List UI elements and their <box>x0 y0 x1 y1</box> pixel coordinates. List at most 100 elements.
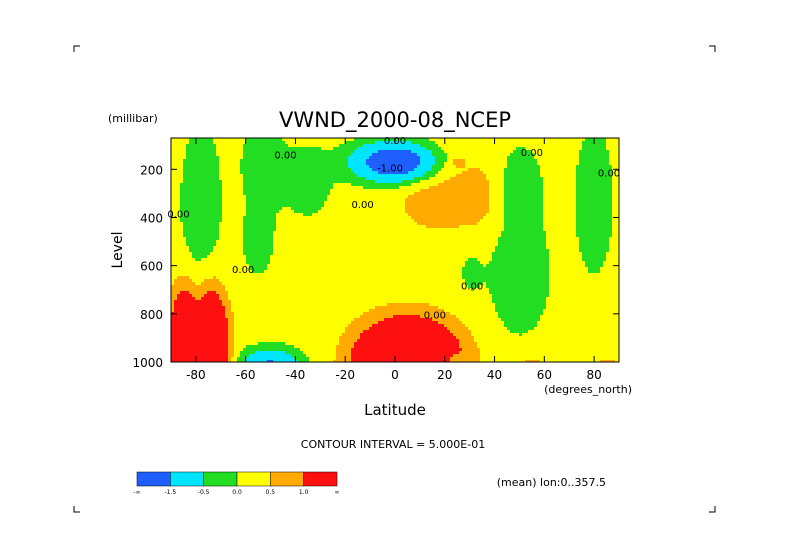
field-cell <box>510 147 514 151</box>
field-cell <box>177 222 181 226</box>
field-cell <box>219 192 223 196</box>
field-cell <box>483 231 487 235</box>
field-cell <box>438 156 442 160</box>
field-cell <box>339 138 343 142</box>
field-cell <box>393 174 397 178</box>
field-cell <box>507 159 511 163</box>
field-cell <box>375 177 379 181</box>
field-cell <box>429 168 433 172</box>
field-cell <box>495 222 499 226</box>
field-cell <box>582 171 586 175</box>
field-cell <box>552 204 556 208</box>
field-cell <box>267 180 271 184</box>
field-cell <box>333 171 337 175</box>
field-cell <box>369 144 373 148</box>
field-cell <box>321 141 325 145</box>
field-cell <box>180 177 184 181</box>
field-cell <box>477 207 481 211</box>
field-cell <box>282 183 286 187</box>
field-cell <box>279 204 283 208</box>
field-cell <box>558 186 562 190</box>
field-cell <box>516 144 520 148</box>
field-cell <box>195 222 199 226</box>
field-cell <box>492 180 496 184</box>
field-cell <box>240 204 244 208</box>
field-cell <box>534 162 538 166</box>
field-cell <box>225 159 229 163</box>
field-cell <box>321 177 325 181</box>
field-cell <box>273 213 277 217</box>
field-cell <box>546 183 550 187</box>
field-cell <box>525 180 529 184</box>
field-cell <box>237 198 241 202</box>
field-cell <box>420 168 424 172</box>
field-cell <box>231 189 235 193</box>
field-cell <box>471 219 475 223</box>
field-cell <box>255 195 259 199</box>
field-cell <box>585 141 589 145</box>
field-cell <box>198 165 202 169</box>
field-cell <box>381 168 385 172</box>
field-cell <box>384 207 388 211</box>
field-cell <box>537 213 541 217</box>
field-cell <box>321 159 325 163</box>
field-cell <box>369 219 373 223</box>
field-cell <box>600 180 604 184</box>
field-cell <box>483 144 487 148</box>
field-cell <box>237 150 241 154</box>
field-cell <box>312 228 316 232</box>
field-cell <box>222 186 226 190</box>
field-cell <box>474 168 478 172</box>
field-cell <box>441 165 445 169</box>
field-cell <box>270 222 274 226</box>
field-cell <box>312 180 316 184</box>
field-cell <box>255 234 259 238</box>
field-cell <box>171 234 175 238</box>
field-cell <box>435 177 439 181</box>
field-cell <box>588 144 592 148</box>
field-cell <box>540 204 544 208</box>
field-cell <box>426 165 430 169</box>
field-cell <box>543 186 547 190</box>
field-cell <box>207 183 211 187</box>
field-cell <box>189 234 193 238</box>
field-cell <box>531 150 535 154</box>
field-cell <box>504 231 508 235</box>
field-cell <box>495 186 499 190</box>
field-cell <box>444 159 448 163</box>
field-cell <box>201 147 205 151</box>
field-cell <box>597 213 601 217</box>
field-cell <box>606 225 610 229</box>
field-cell <box>306 144 310 148</box>
field-cell <box>183 195 187 199</box>
field-cell <box>459 216 463 220</box>
field-cell <box>405 225 409 229</box>
field-cell <box>300 213 304 217</box>
field-cell <box>396 162 400 166</box>
field-cell <box>417 138 421 142</box>
field-cell <box>414 162 418 166</box>
field-cell <box>513 168 517 172</box>
field-cell <box>456 147 460 151</box>
field-cell <box>372 171 376 175</box>
field-cell <box>219 162 223 166</box>
field-cell <box>372 174 376 178</box>
field-cell <box>528 144 532 148</box>
field-cell <box>279 216 283 220</box>
field-cell <box>303 210 307 214</box>
field-cell <box>348 174 352 178</box>
field-cell <box>318 201 322 205</box>
field-cell <box>234 234 238 238</box>
field-cell <box>480 186 484 190</box>
field-cell <box>387 186 391 190</box>
field-cell <box>222 162 226 166</box>
field-cell <box>561 174 565 178</box>
field-cell <box>495 213 499 217</box>
field-cell <box>315 213 319 217</box>
field-cell <box>504 168 508 172</box>
field-cell <box>180 180 184 184</box>
field-cell <box>447 174 451 178</box>
field-cell <box>558 180 562 184</box>
field-cell <box>210 150 214 154</box>
field-cell <box>606 141 610 145</box>
